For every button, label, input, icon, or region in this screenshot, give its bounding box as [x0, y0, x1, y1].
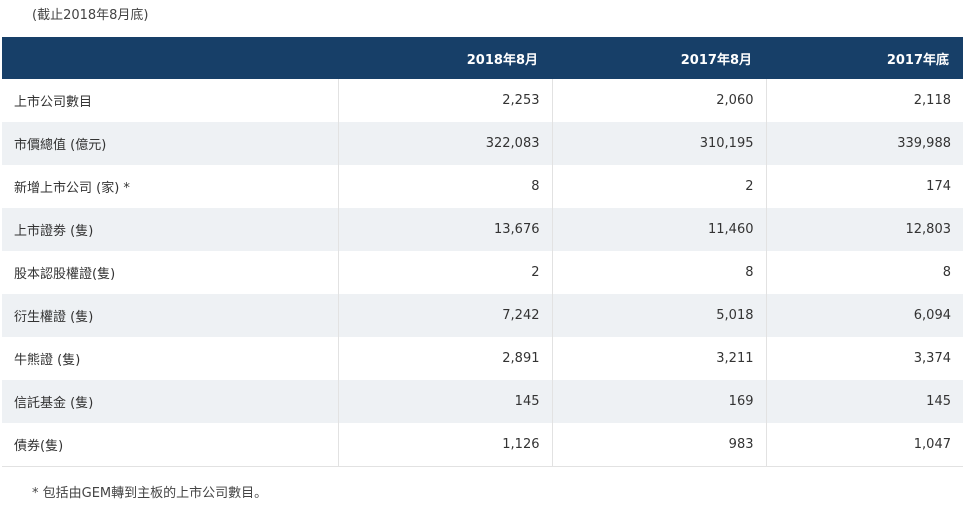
table-row: 牛熊證 (隻) 2,891 3,211 3,374 — [2, 337, 963, 380]
cell-value: 8 — [551, 251, 766, 294]
row-label: 股本認股權證(隻) — [2, 251, 338, 294]
cell-value: 174 — [765, 165, 963, 208]
cell-value: 2 — [337, 251, 552, 294]
row-label: 新增上市公司 (家) * — [2, 165, 338, 208]
table-row: 上市證劵 (隻) 13,676 11,460 12,803 — [2, 208, 963, 251]
cell-value: 322,083 — [337, 122, 552, 165]
cell-value: 2,891 — [337, 337, 552, 380]
cell-value: 11,460 — [551, 208, 766, 251]
cell-value: 5,018 — [551, 294, 766, 337]
header-cell-2018-aug: 2018年8月 — [338, 37, 552, 79]
cell-value: 3,374 — [765, 337, 963, 380]
cell-value: 2 — [551, 165, 766, 208]
cell-value: 2,253 — [337, 79, 552, 122]
cell-value: 1,047 — [765, 423, 963, 467]
table-row: 新增上市公司 (家) * 8 2 174 — [2, 165, 963, 208]
row-label: 牛熊證 (隻) — [2, 337, 338, 380]
cell-value: 339,988 — [765, 122, 963, 165]
cell-value: 8 — [337, 165, 552, 208]
table-row: 股本認股權證(隻) 2 8 8 — [2, 251, 963, 294]
table-row: 上市公司數目 2,253 2,060 2,118 — [2, 79, 963, 122]
cell-value: 7,242 — [337, 294, 552, 337]
cell-value: 13,676 — [337, 208, 552, 251]
cell-value: 3,211 — [551, 337, 766, 380]
cell-value: 6,094 — [765, 294, 963, 337]
cell-value: 983 — [551, 423, 766, 467]
row-label: 債券(隻) — [2, 423, 338, 467]
cell-value: 145 — [337, 380, 552, 423]
footnote: * 包括由GEM轉到主板的上市公司數目。 — [32, 486, 268, 501]
row-label: 信託基金 (隻) — [2, 380, 338, 423]
table-row: 衍生權證 (隻) 7,242 5,018 6,094 — [2, 294, 963, 337]
table-header-row: 2018年8月 2017年8月 2017年底 — [2, 37, 963, 79]
table-row: 信託基金 (隻) 145 169 145 — [2, 380, 963, 423]
cell-value: 2,060 — [551, 79, 766, 122]
row-label: 上市證劵 (隻) — [2, 208, 338, 251]
cell-value: 310,195 — [551, 122, 766, 165]
cell-value: 12,803 — [765, 208, 963, 251]
table-row: 市價總值 (億元) 322,083 310,195 339,988 — [2, 122, 963, 165]
cell-value: 8 — [765, 251, 963, 294]
row-label: 衍生權證 (隻) — [2, 294, 338, 337]
header-cell-blank — [2, 37, 338, 79]
cell-value: 145 — [765, 380, 963, 423]
header-cell-2017-year-end: 2017年底 — [766, 37, 963, 79]
table-row: 債券(隻) 1,126 983 1,047 — [2, 423, 963, 467]
row-label: 市價總值 (億元) — [2, 122, 338, 165]
market-statistics-table: 2018年8月 2017年8月 2017年底 上市公司數目 2,253 2,06… — [2, 37, 963, 467]
as-of-note: (截止2018年8月底) — [32, 8, 149, 23]
cell-value: 1,126 — [337, 423, 552, 467]
cell-value: 169 — [551, 380, 766, 423]
header-cell-2017-aug: 2017年8月 — [552, 37, 766, 79]
row-label: 上市公司數目 — [2, 79, 338, 122]
cell-value: 2,118 — [765, 79, 963, 122]
